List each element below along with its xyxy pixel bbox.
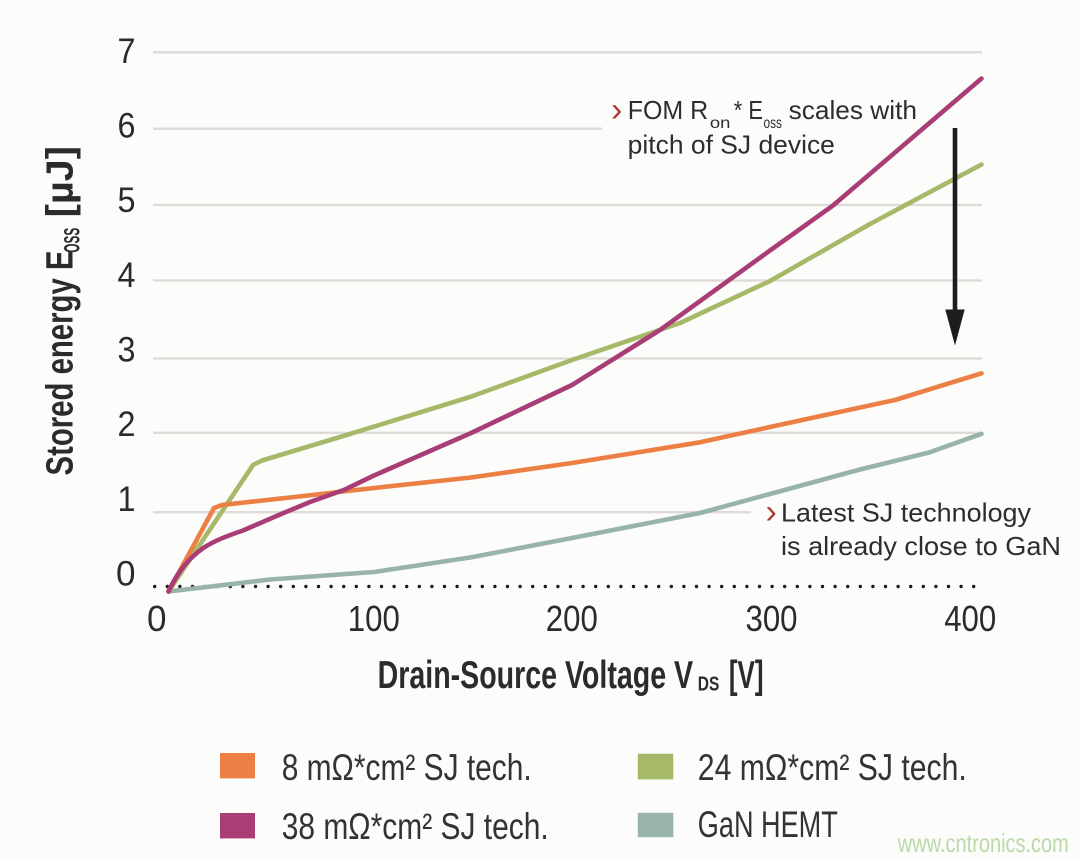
svg-text:pitch of SJ device: pitch of SJ device — [628, 129, 835, 159]
svg-text:7: 7 — [118, 31, 136, 71]
svg-text:* E: * E — [734, 95, 763, 125]
svg-text:0: 0 — [116, 553, 136, 593]
svg-text:Latest SJ technology: Latest SJ technology — [781, 498, 1031, 528]
svg-text:2: 2 — [118, 404, 136, 444]
svg-text:GaN HEMT: GaN HEMT — [698, 804, 838, 845]
svg-text:OSS: OSS — [60, 228, 85, 253]
svg-text:3: 3 — [118, 330, 136, 370]
svg-text:[V]: [V] — [729, 654, 764, 697]
svg-text:›: › — [766, 493, 777, 531]
svg-text:oss: oss — [764, 115, 783, 132]
svg-text:0: 0 — [147, 598, 167, 639]
svg-text:›: › — [611, 91, 622, 129]
svg-text:6: 6 — [118, 106, 136, 146]
svg-text:www.cntronics.com: www.cntronics.com — [897, 828, 1069, 858]
svg-text:Drain-Source Voltage V: Drain-Source Voltage V — [378, 654, 693, 697]
svg-text:4: 4 — [118, 255, 136, 295]
svg-text:FOM R: FOM R — [628, 95, 709, 125]
svg-text:Stored energy E: Stored energy E — [40, 251, 82, 476]
svg-text:24 mΩ*cm² SJ tech.: 24 mΩ*cm² SJ tech. — [698, 747, 967, 788]
svg-text:300: 300 — [746, 598, 798, 639]
svg-text:38 mΩ*cm² SJ tech.: 38 mΩ*cm² SJ tech. — [282, 806, 549, 847]
svg-text:DS: DS — [698, 674, 720, 696]
svg-text:8 mΩ*cm² SJ tech.: 8 mΩ*cm² SJ tech. — [282, 747, 532, 788]
svg-text:is already close to GaN: is already close to GaN — [781, 531, 1061, 561]
svg-text:5: 5 — [118, 180, 136, 220]
svg-text:200: 200 — [546, 598, 598, 639]
svg-text:100: 100 — [348, 598, 400, 639]
svg-text:400: 400 — [944, 598, 996, 639]
svg-text:[µJ]: [µJ] — [40, 146, 82, 217]
svg-text:on: on — [710, 115, 731, 132]
svg-text:scales with: scales with — [789, 95, 917, 125]
svg-text:1: 1 — [118, 479, 136, 519]
